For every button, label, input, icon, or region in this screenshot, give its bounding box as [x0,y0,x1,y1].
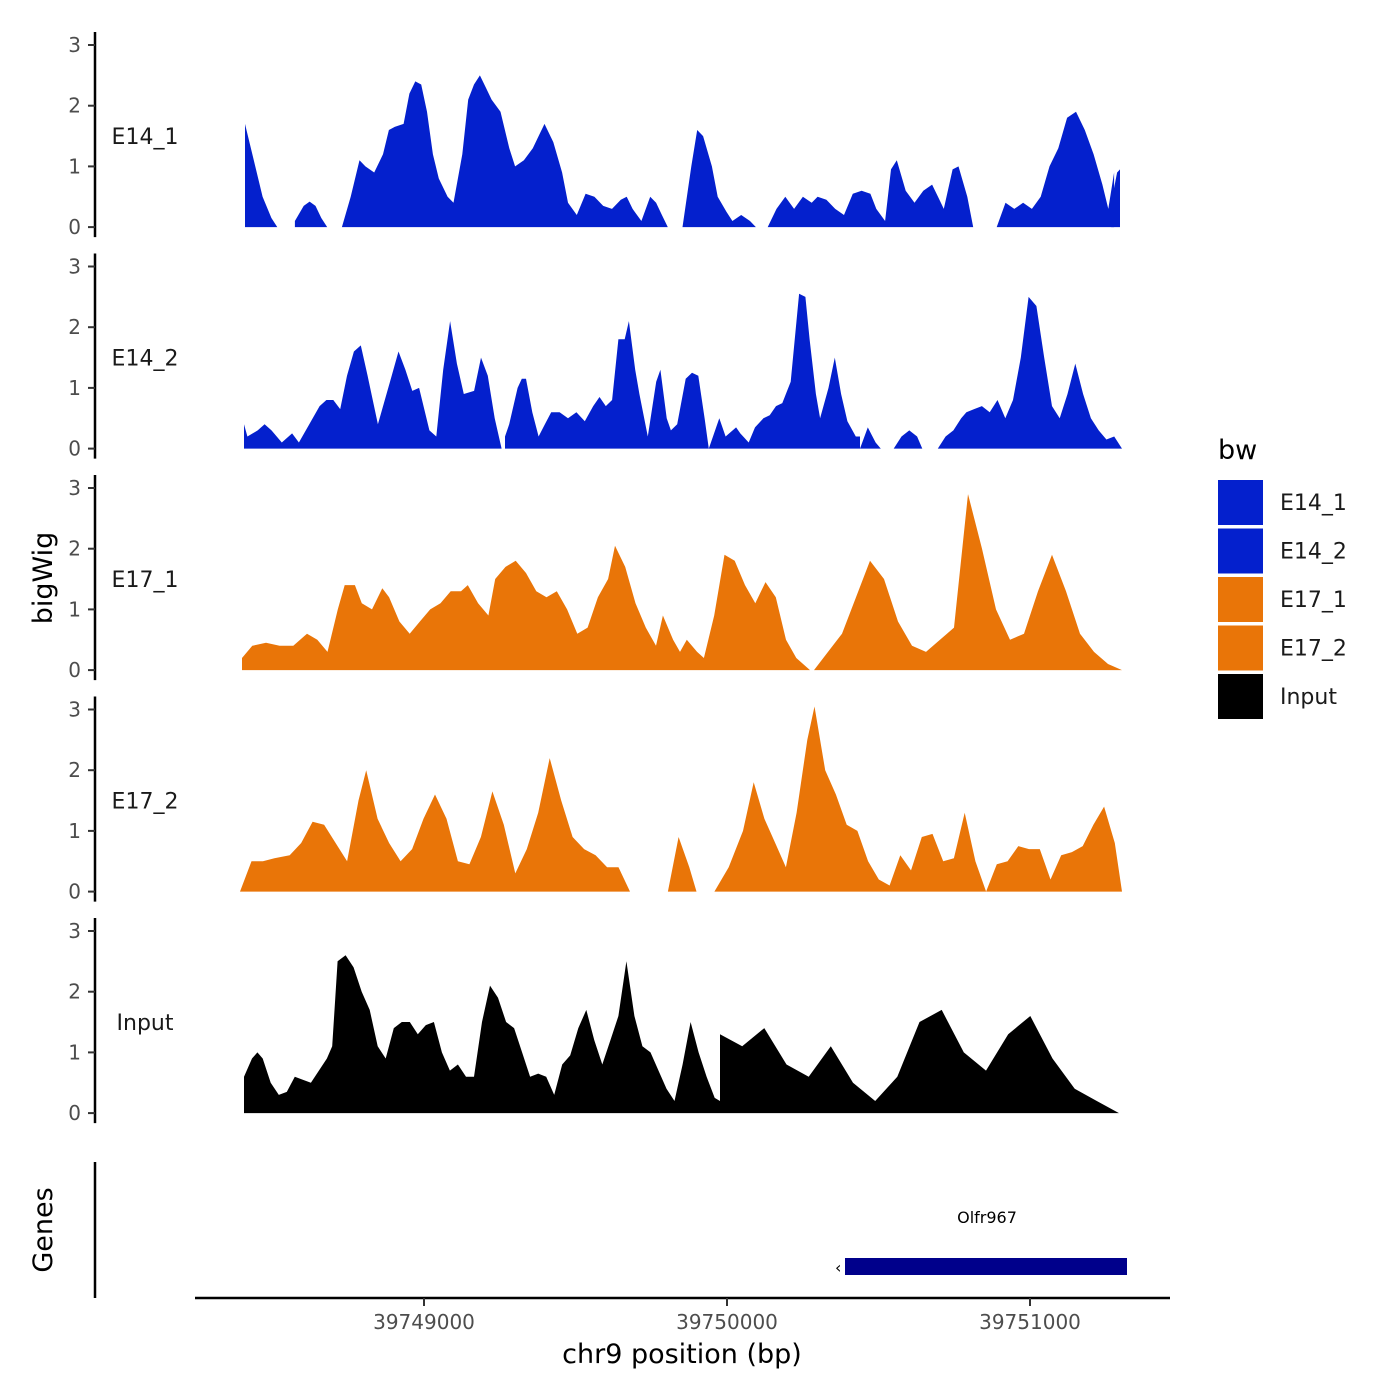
y-tick-label: 1 [68,1040,81,1064]
coverage-area [996,111,1115,228]
y-tick-label: 2 [68,980,81,1004]
coverage-area [244,321,502,449]
y-tick-label: 2 [68,537,81,561]
track-label: E14_1 [112,125,179,150]
y-tick-label: 2 [68,315,81,339]
track-input: 0 1 2 3 Input [68,918,1119,1125]
coverage-area [341,75,668,228]
legend-title: bw [1218,435,1257,466]
coverage-area [653,837,697,892]
x-tick-label: 39751000 [979,1310,1081,1334]
y-tick-label: 1 [68,597,81,621]
gene-track: ‹ Olfr967 [93,1162,1127,1298]
legend: E14_1 E14_2 E17_1 E17_2 Input [1218,480,1347,719]
coverage-area [240,758,630,892]
y-tick-label: 3 [68,919,81,943]
track-label: Input [117,1011,174,1036]
coverage-area [294,201,328,228]
track-e17-1: 0 1 2 3 E17_1 [68,475,1122,682]
y-axis-title: bigWig [28,532,59,625]
tracks-layer: 0 1 2 3 E14_1 0 1 2 3 E14_2 0 1 2 3 E17_1 0 1 2 3 E17_2 0 1 2 3… [68,32,1122,1125]
y-tick-label: 3 [68,698,81,722]
track-label: E17_1 [112,568,179,593]
x-tick-label: 39750000 [676,1310,778,1334]
track-label: E14_2 [112,347,179,372]
coverage-area [714,706,1122,892]
x-tick-label: 39749000 [373,1310,475,1334]
y-tick-label: 1 [68,376,81,400]
legend-label: Input [1280,685,1337,710]
y-tick-label: 2 [68,94,81,118]
y-tick-label: 3 [68,33,81,57]
y-tick-label: 3 [68,476,81,500]
y-tick-label: 0 [68,880,81,904]
x-axis-title: chr9 position (bp) [562,1339,802,1370]
track-e14-1: 0 1 2 3 E14_1 [68,32,1120,239]
legend-label: E17_1 [1280,588,1347,613]
coverage-area [682,130,756,228]
track-label: E17_2 [112,790,179,815]
coverage-area [245,123,278,228]
coverage-area [244,955,1119,1114]
legend-swatch [1218,625,1263,671]
y-tick-label: 1 [68,819,81,843]
legend-label: E14_2 [1280,540,1347,565]
legend-swatch [1218,480,1263,525]
y-tick-label: 0 [68,215,81,239]
coverage-area [505,293,860,449]
coverage-area [1111,169,1120,228]
legend-swatch [1218,528,1263,574]
y-tick-label: 3 [68,255,81,279]
y-tick-label: 2 [68,758,81,782]
legend-label: E17_2 [1280,637,1347,662]
legend-swatch [1218,577,1263,622]
y-tick-label: 1 [68,154,81,178]
coverage-area [814,494,1122,671]
legend-swatch [1218,674,1263,719]
track-e14-2: 0 1 2 3 E14_2 [68,253,1122,461]
coverage-area [937,296,1122,449]
coverage-area [767,160,974,228]
strand-arrow-icon: ‹ [835,1258,841,1277]
gene-body [845,1258,1127,1275]
gene-name-label: Olfr967 [957,1208,1017,1227]
x-axis: 39749000 39750000 39751000 [195,1296,1170,1334]
y-tick-label: 0 [68,658,81,682]
gene-track-label: Genes [28,1187,59,1272]
coverage-area [242,545,810,671]
coverage-area [860,427,881,449]
coverage-area [893,430,923,449]
legend-label: E14_1 [1280,491,1347,516]
y-tick-label: 0 [68,1101,81,1125]
track-e17-2: 0 1 2 3 E17_2 [68,696,1122,904]
y-tick-label: 0 [68,437,81,461]
